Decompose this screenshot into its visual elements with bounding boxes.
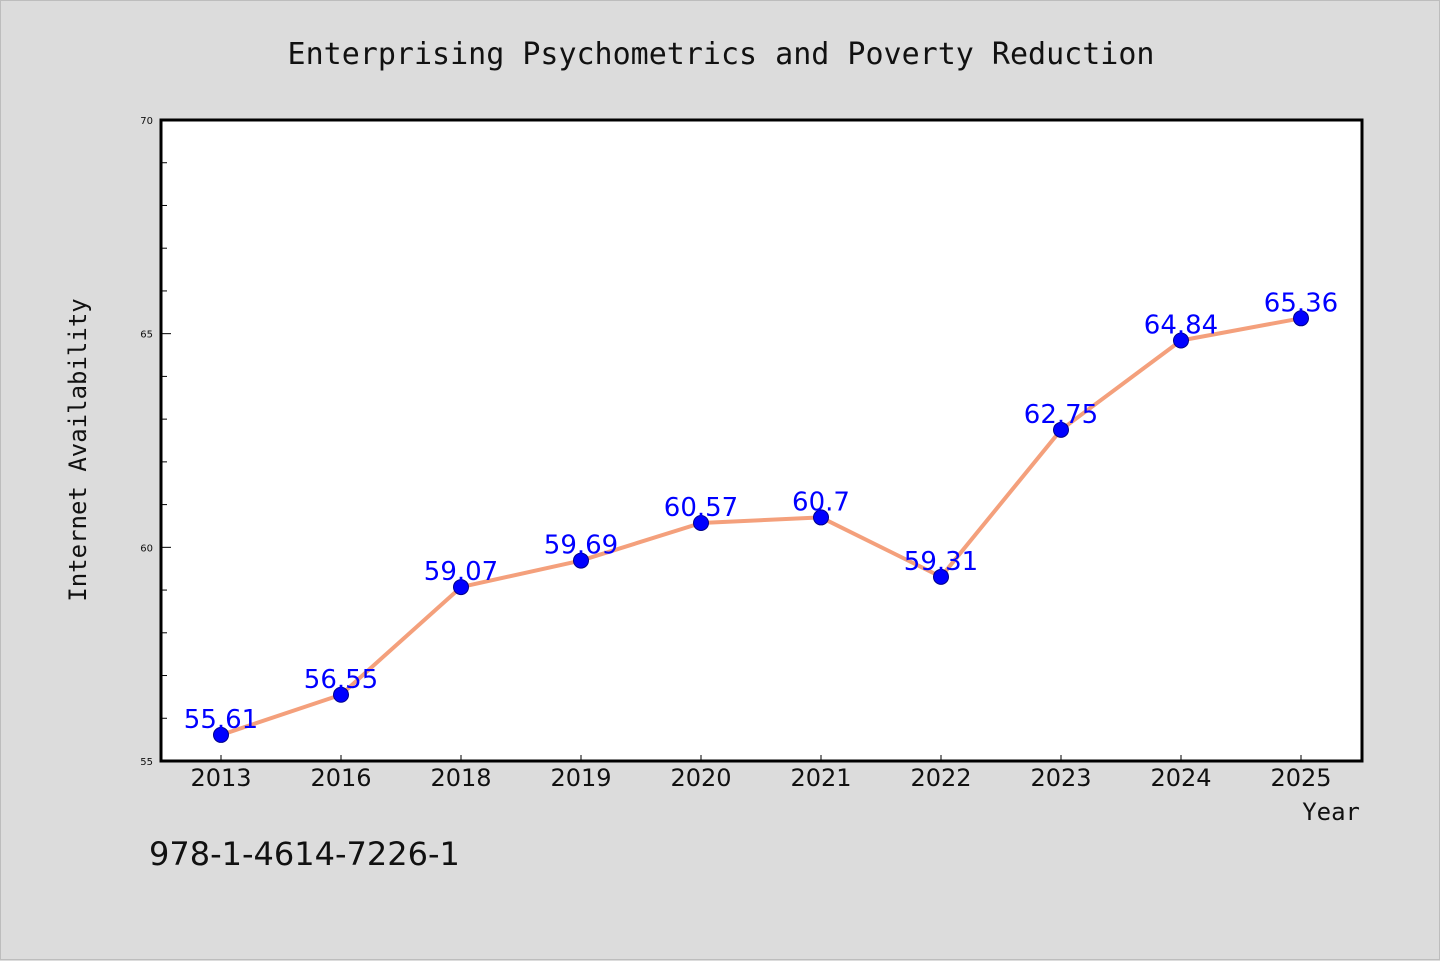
x-tick-label: 2013 (190, 764, 251, 792)
x-axis-label: Year (1302, 798, 1360, 826)
x-tick-label: 2019 (550, 764, 611, 792)
x-tick-label: 2016 (310, 764, 371, 792)
plot-area (159, 118, 1364, 763)
data-label: 55.61 (184, 705, 258, 735)
data-point (1053, 421, 1069, 438)
data-label: 64.84 (1144, 311, 1218, 341)
data-label: 59.07 (424, 557, 498, 587)
data-label: 60.7 (792, 487, 850, 517)
x-tick-label: 2024 (1150, 764, 1211, 792)
y-tick-label: 60 (140, 543, 153, 554)
y-tick-label: 65 (140, 330, 153, 341)
data-point (813, 509, 829, 526)
data-label: 56.55 (304, 665, 378, 695)
data-point (213, 726, 229, 743)
x-axis-tick-labels: 2013 2016 2018 2019 2020 2021 2022 2023 2024 2025 (190, 764, 1331, 792)
data-point (453, 579, 469, 596)
x-tick-label: 2025 (1270, 764, 1331, 792)
x-tick-label: 2022 (910, 764, 971, 792)
series-line (220, 316, 1302, 737)
data-label: 62.75 (1024, 400, 1098, 430)
data-point (933, 568, 949, 585)
y-axis-ticks (161, 119, 171, 762)
data-point (693, 514, 709, 531)
data-label: 65.36 (1264, 288, 1338, 318)
data-point (1293, 310, 1309, 327)
x-tick-label: 2021 (790, 764, 851, 792)
data-label: 60.57 (664, 493, 738, 523)
series-markers-group (213, 310, 1309, 743)
y-axis-label: Internet Availability (64, 298, 92, 601)
x-tick-label: 2018 (430, 764, 491, 792)
y-axis-tick-labels: 55 60 65 70 (140, 116, 153, 768)
chart-title: Enterprising Psychometrics and Poverty R… (288, 37, 1155, 72)
data-label: 59.31 (904, 547, 978, 577)
y-tick-label: 70 (140, 116, 153, 127)
data-labels-group: 55.61 56.55 59.07 59.69 60.57 60.7 59.31 62.75 6… (184, 288, 1338, 735)
x-tick-label: 2023 (1030, 764, 1091, 792)
data-point (573, 552, 589, 569)
isbn-footer: 978-1-4614-7226-1 (149, 835, 460, 873)
data-label: 59.69 (544, 531, 618, 561)
y-tick-label: 55 (140, 757, 153, 768)
x-axis-ticks (220, 755, 1302, 761)
data-point (1173, 332, 1189, 349)
x-tick-label: 2020 (670, 764, 731, 792)
data-point (333, 686, 349, 703)
series-line-group (220, 316, 1302, 737)
